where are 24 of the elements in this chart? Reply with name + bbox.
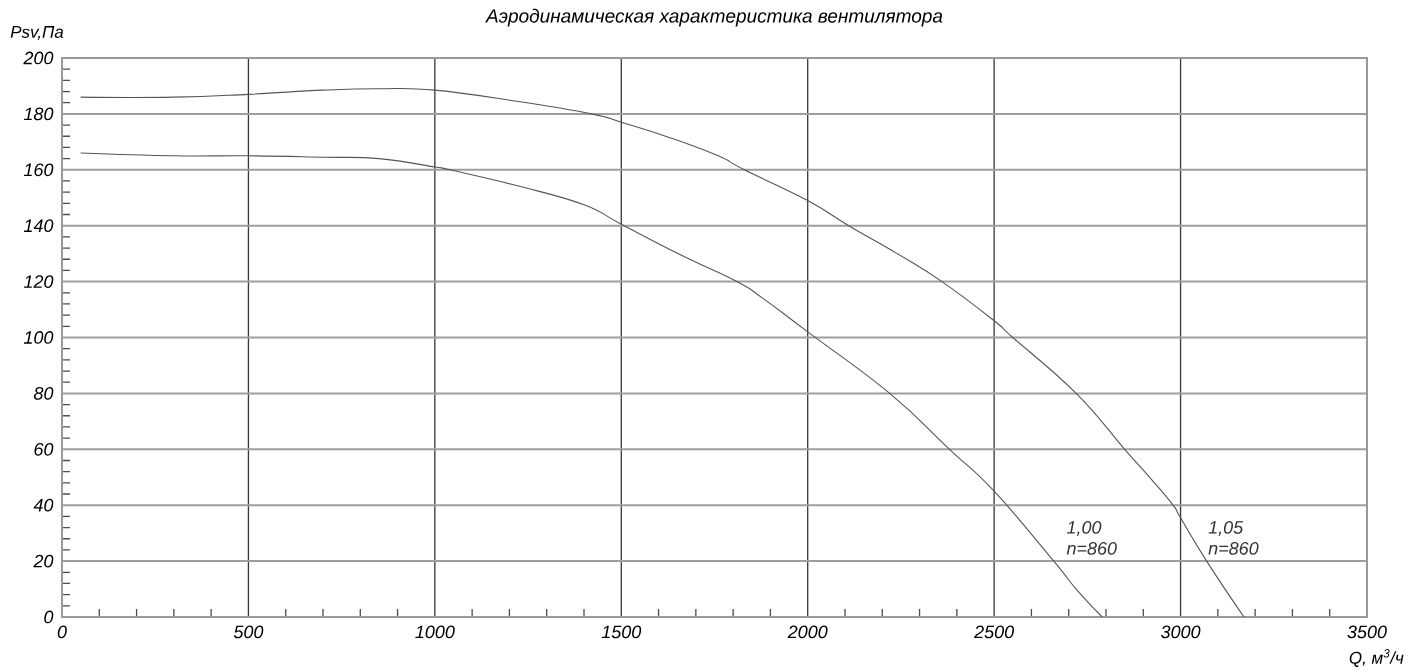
x-tick-label: 2500 [974,625,1014,639]
x-tick-label: 1000 [415,625,455,639]
series-label: 1,00 n=860 [1066,521,1117,555]
y-tick-label: 60 [34,442,54,456]
chart-title: Аэродинамическая характеристика вентилятора [485,8,943,27]
x-tick-label: 1500 [601,625,642,639]
y-axis-title: Psv,Па [10,26,64,40]
x-tick-label: 3000 [1160,625,1201,639]
y-tick-label: 0 [44,610,54,624]
x-tick-label: 500 [233,625,264,639]
y-tick-label: 20 [33,554,54,568]
y-tick-label: 100 [23,331,54,344]
y-tick-label: 140 [23,219,54,233]
x-tick-label: 0 [57,625,67,639]
y-tick-label: 160 [23,163,54,177]
y-tick-label: 200 [23,51,54,65]
y-tick-label: 120 [23,275,54,288]
y-tick-label: 80 [33,387,54,400]
y-tick-label: 180 [23,107,54,121]
x-tick-label: 2000 [787,625,828,639]
series-label: 1,05 n=860 [1208,521,1259,555]
x-axis-title: Q, м$^{3}$/ч [1349,649,1404,667]
y-tick-label: 40 [33,498,54,512]
x-tick-label: 3500 [1347,625,1387,639]
